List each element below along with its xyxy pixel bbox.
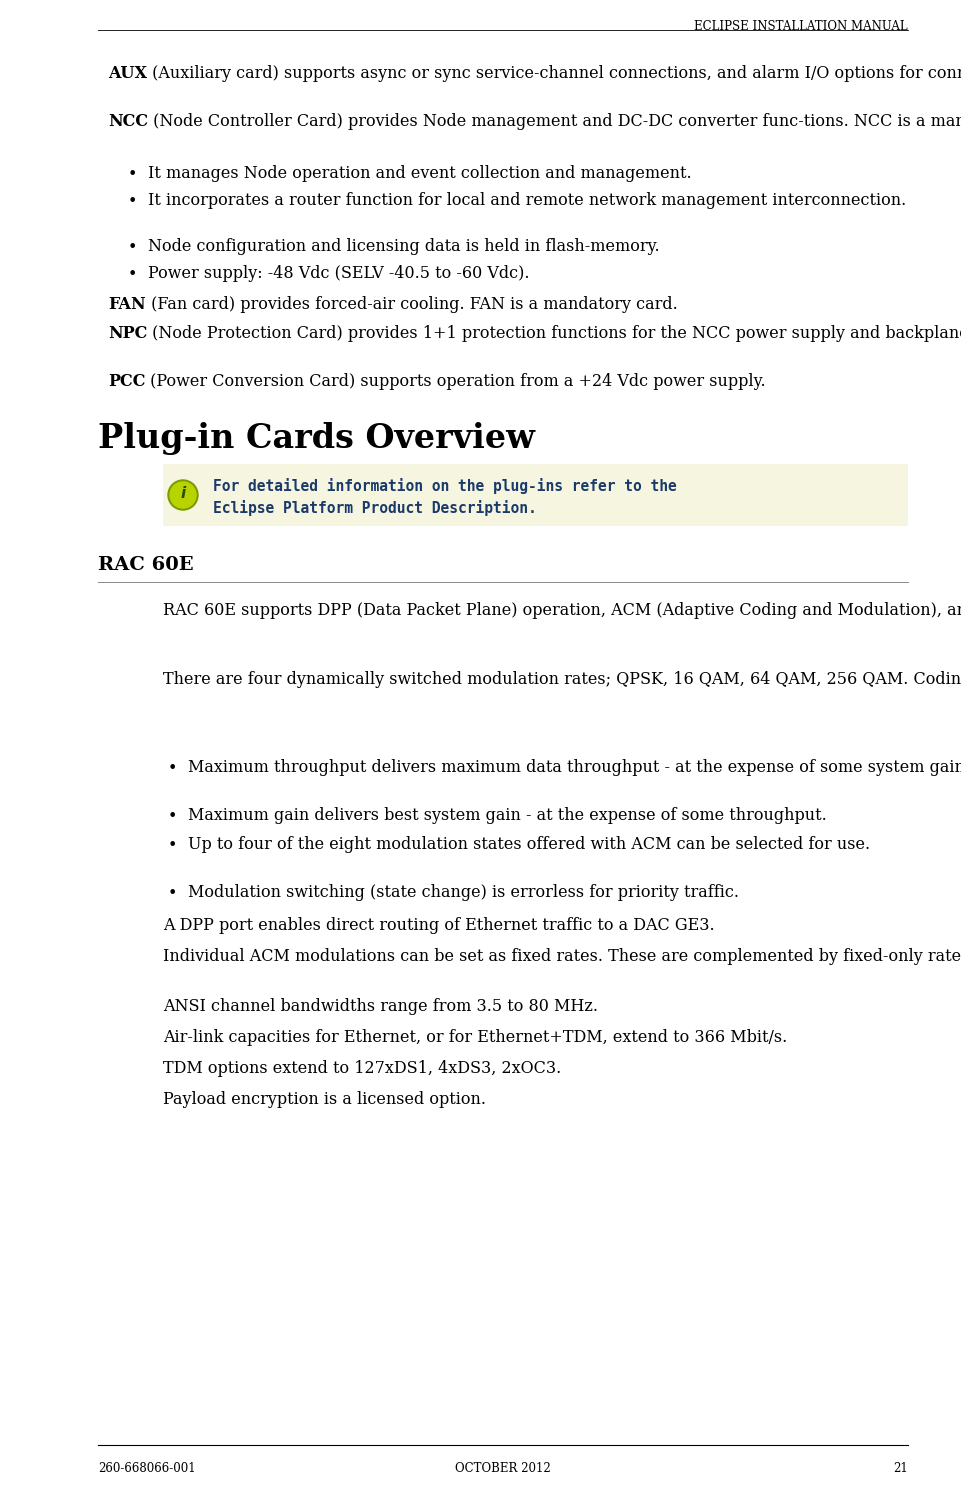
Text: (Auxiliary card) supports async or sync service-channel connections, and alarm I: (Auxiliary card) supports async or sync … bbox=[147, 66, 961, 82]
Text: (Node Controller Card) provides Node management and DC-DC converter func-tions. : (Node Controller Card) provides Node man… bbox=[148, 113, 961, 130]
Text: NPC: NPC bbox=[108, 325, 147, 343]
Text: Maximum throughput delivers maximum data throughput - at the expense of some sys: Maximum throughput delivers maximum data… bbox=[187, 758, 961, 776]
Text: There are four dynamically switched modulation rates; QPSK, 16 QAM, 64 QAM, 256 : There are four dynamically switched modu… bbox=[162, 670, 961, 688]
Text: ECLIPSE INSTALLATION MANUAL: ECLIPSE INSTALLATION MANUAL bbox=[694, 19, 907, 33]
FancyBboxPatch shape bbox=[162, 463, 907, 526]
Text: It manages Node operation and event collection and management.: It manages Node operation and event coll… bbox=[148, 165, 691, 182]
Text: Air-link capacities for Ethernet, or for Ethernet+TDM, extend to 366 Mbit/s.: Air-link capacities for Ethernet, or for… bbox=[162, 1030, 786, 1046]
Circle shape bbox=[170, 481, 196, 508]
Text: RAC 60E: RAC 60E bbox=[98, 556, 193, 574]
Text: PCC: PCC bbox=[108, 372, 145, 390]
Text: Plug-in Cards Overview: Plug-in Cards Overview bbox=[98, 422, 534, 454]
Text: 260-668066-001: 260-668066-001 bbox=[98, 1462, 195, 1475]
Text: Node configuration and licensing data is held in flash-memory.: Node configuration and licensing data is… bbox=[148, 238, 659, 255]
Text: For detailed information on the plug-ins refer to the: For detailed information on the plug-ins… bbox=[212, 478, 676, 495]
Text: RAC 60E supports DPP (Data Packet Plane) operation, ACM (Adaptive Coding and Mod: RAC 60E supports DPP (Data Packet Plane)… bbox=[162, 602, 961, 618]
Text: Modulation switching (state change) is errorless for priority traffic.: Modulation switching (state change) is e… bbox=[187, 884, 738, 901]
Text: •: • bbox=[168, 837, 177, 854]
Text: Payload encryption is a licensed option.: Payload encryption is a licensed option. bbox=[162, 1091, 485, 1109]
Text: •: • bbox=[128, 238, 137, 256]
Text: Maximum gain delivers best system gain - at the expense of some throughput.: Maximum gain delivers best system gain -… bbox=[187, 808, 825, 824]
Text: •: • bbox=[128, 165, 137, 183]
Text: (Power Conversion Card) supports operation from a +24 Vdc power supply.: (Power Conversion Card) supports operati… bbox=[145, 372, 765, 390]
Circle shape bbox=[168, 480, 198, 510]
Text: Up to four of the eight modulation states offered with ACM can be selected for u: Up to four of the eight modulation state… bbox=[187, 836, 869, 852]
Text: FAN: FAN bbox=[108, 297, 145, 313]
Text: (Fan card) provides forced-air cooling. FAN is a mandatory card.: (Fan card) provides forced-air cooling. … bbox=[145, 297, 677, 313]
Text: Eclipse Platform Product Description.: Eclipse Platform Product Description. bbox=[212, 501, 536, 516]
Text: TDM options extend to 127xDS1, 4xDS3, 2xOC3.: TDM options extend to 127xDS1, 4xDS3, 2x… bbox=[162, 1059, 560, 1077]
Text: •: • bbox=[128, 267, 137, 283]
Text: i: i bbox=[180, 487, 185, 502]
Text: •: • bbox=[168, 808, 177, 825]
Text: Power supply: -48 Vdc (SELV -40.5 to -60 Vdc).: Power supply: -48 Vdc (SELV -40.5 to -60… bbox=[148, 265, 529, 282]
Text: •: • bbox=[128, 194, 137, 210]
Text: A DPP port enables direct routing of Ethernet traffic to a DAC GE3.: A DPP port enables direct routing of Eth… bbox=[162, 916, 714, 934]
Text: OCTOBER 2012: OCTOBER 2012 bbox=[455, 1462, 551, 1475]
Text: NCC: NCC bbox=[108, 113, 148, 130]
Text: AUX: AUX bbox=[108, 66, 147, 82]
Text: It incorporates a router function for local and remote network management interc: It incorporates a router function for lo… bbox=[148, 192, 905, 209]
Text: ANSI channel bandwidths range from 3.5 to 80 MHz.: ANSI channel bandwidths range from 3.5 t… bbox=[162, 998, 598, 1015]
Text: •: • bbox=[168, 760, 177, 776]
Text: (Node Protection Card) provides 1+1 protection functions for the NCC power suppl: (Node Protection Card) provides 1+1 prot… bbox=[147, 325, 961, 343]
Text: Individual ACM modulations can be set as fixed rates. These are complemented by : Individual ACM modulations can be set as… bbox=[162, 948, 961, 966]
Text: •: • bbox=[168, 885, 177, 901]
Text: 21: 21 bbox=[893, 1462, 907, 1475]
